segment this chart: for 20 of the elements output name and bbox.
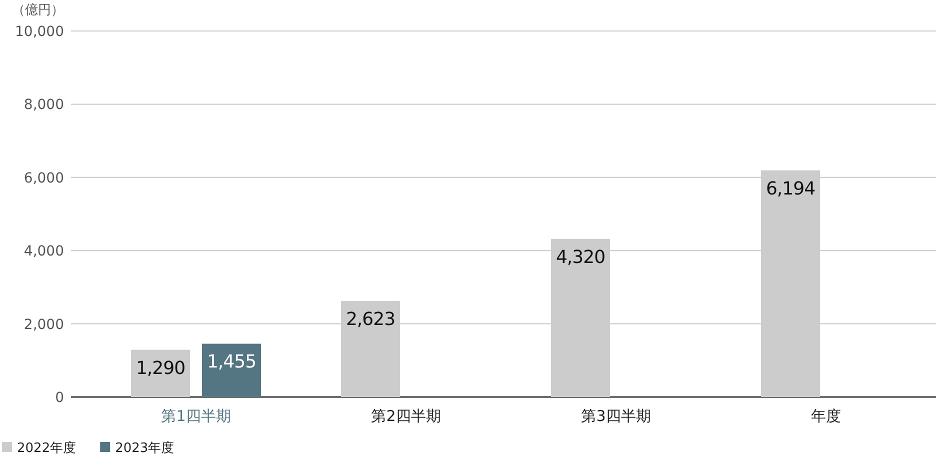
data-label: 1,290 [136,358,186,379]
x-tick-label: 第3四半期 [581,407,651,425]
data-label: 6,194 [766,178,816,200]
y-tick-label: 10,000 [15,24,64,40]
data-label: 2,623 [346,309,396,330]
y-tick-label: 4,000 [24,244,64,260]
y-tick-label: 6,000 [24,170,64,186]
legend-label: 2022年度 [17,440,76,456]
y-tick-label: 2,000 [24,316,64,333]
bar [131,350,190,397]
x-tick-label: 年度 [811,407,841,425]
y-axis-title: （億円） [12,3,64,18]
legend-label: 2023年度 [115,440,174,456]
y-tick-label: 8,000 [24,97,64,114]
data-label: 4,320 [556,246,606,268]
x-tick-label: 第1四半期 [161,407,231,425]
x-tick-label: 第2四半期 [371,407,441,425]
y-tick-label: 0 [55,390,64,406]
bar [202,344,261,397]
data-label: 1,455 [206,352,256,373]
